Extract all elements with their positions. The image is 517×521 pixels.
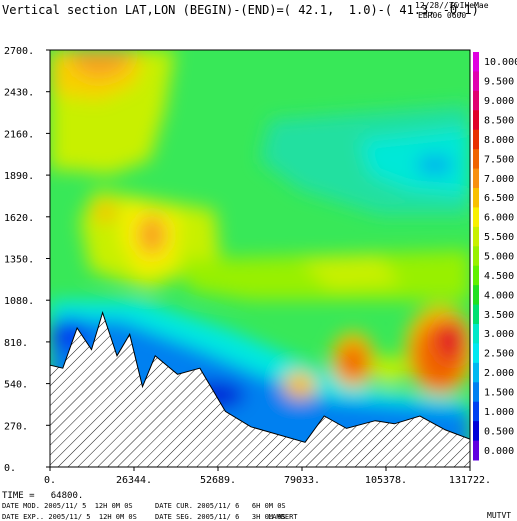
y-tick-label: 2160.	[4, 129, 34, 140]
plot-type-label: MUTVT	[487, 511, 512, 520]
colorbar-label: 2.500	[484, 349, 514, 360]
footer-date-mod: DATE MOD. 2005/11/ 5 12H 0M 0S	[2, 502, 133, 510]
colorbar-label: 3.500	[484, 310, 514, 321]
vertical-section-chart: 0. 270. 540. 810. 1080. 1350. 1620. 1890. 2160. 2…	[4, 46, 517, 486]
colorbar: 10.000 9.500 9.000 8.500 8.000 7.500 7.000 6.50…	[473, 52, 517, 461]
x-tick-label: 0.	[44, 475, 56, 486]
y-tick-label: 2700.	[4, 46, 34, 57]
y-axis: 0. 270. 540. 810. 1080. 1350. 1620. 1890. 2160. 2…	[4, 46, 50, 474]
colorbar-label: 9.000	[484, 96, 514, 107]
colorbar-swatch	[473, 382, 479, 403]
y-tick-label: 1620.	[4, 213, 34, 224]
contour-field	[50, 50, 470, 467]
colorbar-swatch	[473, 188, 479, 208]
colorbar-label: 1.500	[484, 388, 514, 399]
y-tick-label: 1080.	[4, 296, 34, 307]
colorbar-label: 9.500	[484, 77, 514, 88]
colorbar-label: 6.000	[484, 213, 514, 224]
colorbar-swatch	[473, 324, 479, 344]
y-tick-label: 2430.	[4, 88, 34, 99]
colorbar-swatch	[473, 52, 479, 72]
run-id: EBR06 0600	[418, 11, 467, 20]
colorbar-label: 5.000	[484, 252, 514, 263]
footer-date-seg: DATE SEG. 2005/11/ 6 3H 0M 0S	[155, 513, 286, 521]
colorbar-swatch	[473, 110, 479, 131]
x-tick-label: 52689.	[200, 475, 236, 486]
colorbar-swatch	[473, 168, 479, 189]
colorbar-swatch	[473, 246, 479, 267]
x-tick-label: 26344.	[116, 475, 152, 486]
colorbar-swatch	[473, 71, 479, 92]
run-stamp: 12/28//7C	[415, 1, 459, 10]
footer-projection: LAMBERT	[268, 513, 298, 521]
colorbar-swatch	[473, 362, 479, 383]
colorbar-label: 8.000	[484, 135, 514, 146]
colorbar-label: 6.500	[484, 193, 514, 204]
y-tick-label: 540.	[4, 380, 28, 391]
colorbar-label: 4.500	[484, 271, 514, 282]
colorbar-label: 3.000	[484, 329, 514, 340]
x-tick-label: 131722.	[449, 475, 491, 486]
x-tick-label: 79033.	[284, 475, 320, 486]
colorbar-swatch	[473, 90, 479, 111]
colorbar-swatch	[473, 343, 479, 364]
y-tick-label: 0.	[4, 463, 16, 474]
colorbar-label: 7.500	[484, 154, 514, 165]
colorbar-label: 7.000	[484, 174, 514, 185]
colorbar-label: 4.000	[484, 290, 514, 301]
colorbar-swatch	[473, 226, 479, 247]
y-tick-label: 810.	[4, 338, 28, 349]
colorbar-label: 0.500	[484, 426, 514, 437]
y-tick-label: 1350.	[4, 255, 34, 266]
footer-time: TIME = 64800.	[2, 491, 84, 501]
footer-date-cur: DATE CUR. 2005/11/ 6 6H 0M 0S	[155, 502, 286, 510]
model-logo: CvIHeMae	[450, 1, 489, 10]
colorbar-swatch	[473, 285, 479, 306]
colorbar-swatch	[473, 401, 479, 422]
colorbar-swatch	[473, 129, 479, 150]
y-tick-label: 270.	[4, 421, 28, 432]
x-tick-label: 105378.	[365, 475, 407, 486]
colorbar-swatch	[473, 207, 479, 228]
colorbar-swatch	[473, 149, 479, 170]
terrain-profile	[50, 310, 470, 467]
chart-title: Vertical section LAT,LON (BEGIN)-(END)=(…	[2, 3, 479, 17]
colorbar-swatch	[473, 265, 479, 286]
y-tick-label: 1890.	[4, 171, 34, 182]
colorbar-label: 10.000	[484, 57, 517, 68]
colorbar-swatch	[473, 421, 479, 442]
colorbar-swatch	[473, 304, 479, 325]
colorbar-label: 8.500	[484, 116, 514, 127]
colorbar-label: 0.000	[484, 446, 514, 457]
colorbar-label: 1.000	[484, 407, 514, 418]
colorbar-swatch	[473, 440, 479, 461]
colorbar-label: 2.000	[484, 368, 514, 379]
footer-date-exp: DATE EXP.. 2005/11/ 5 12H 0M 0S	[2, 513, 137, 521]
colorbar-label: 5.500	[484, 232, 514, 243]
x-axis: 0. 26344. 52689. 79033. 105378. 131722.	[44, 467, 491, 486]
